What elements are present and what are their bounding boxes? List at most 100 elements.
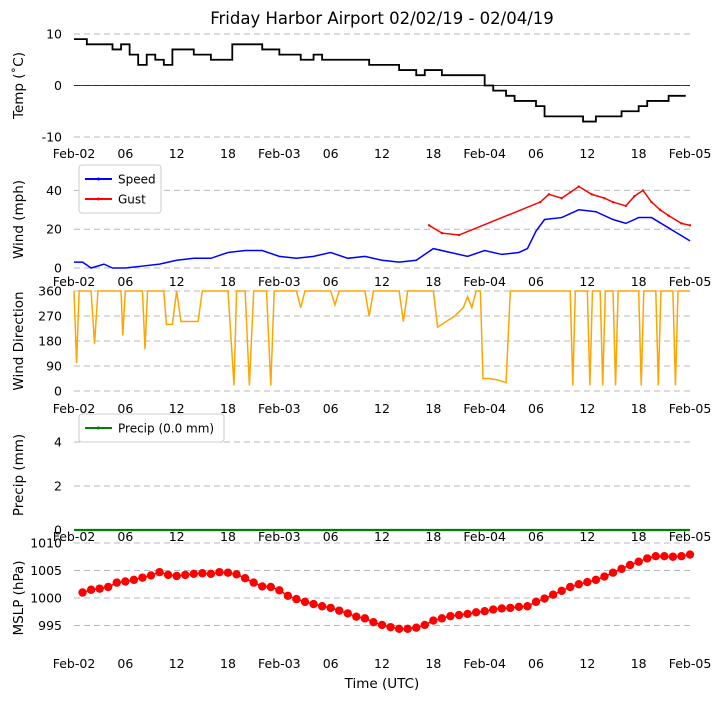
wind-x-tick-label: 18 xyxy=(631,274,647,289)
mslp-point xyxy=(591,575,601,585)
precip-x-tick-label: 18 xyxy=(425,529,441,544)
mslp-point xyxy=(326,603,335,613)
temp-x-tick-label: 18 xyxy=(220,146,236,161)
dir-y-tick-label: 90 xyxy=(46,359,62,374)
wind-legend-label: Gust xyxy=(118,193,146,207)
mslp-point xyxy=(352,612,361,621)
mslp-x-tick-label: 12 xyxy=(169,656,185,671)
temp-x-tick-label: Feb-03 xyxy=(258,146,301,161)
wind-x-tick-label: 06 xyxy=(528,274,544,289)
mslp-point xyxy=(309,599,318,609)
mslp-point xyxy=(412,623,421,632)
mslp-x-tick-label: 06 xyxy=(323,656,339,671)
precip-x-tick-label: 12 xyxy=(169,529,185,544)
mslp-point xyxy=(506,603,515,613)
precip-panel: 0 2 4 Precip (mm) Feb-02 06 12 18 Feb-03 06 12 18 Fe… xyxy=(11,413,712,544)
gust-point xyxy=(658,208,662,211)
wind-legend: Speed Gust xyxy=(78,164,162,214)
mslp-point xyxy=(206,569,216,578)
precip-x-tick-label: Feb-02 xyxy=(53,529,96,544)
dir-series-line xyxy=(73,290,690,386)
mslp-x-tick-label: 18 xyxy=(425,656,441,671)
mslp-point xyxy=(215,567,224,577)
mslp-point xyxy=(292,594,301,604)
dir-x-tick-label: 18 xyxy=(631,401,647,416)
mslp-point xyxy=(283,591,293,600)
precip-y-tick-label: 2 xyxy=(54,479,62,494)
mslp-point xyxy=(480,607,489,616)
precip-x-tick-label: 06 xyxy=(528,529,544,544)
mslp-series-line xyxy=(82,553,691,630)
wind-y-tick-label: 0 xyxy=(54,261,62,276)
mslp-point xyxy=(198,569,207,578)
speed-series-line xyxy=(74,209,691,269)
mslp-point xyxy=(685,550,695,559)
mslp-point xyxy=(112,578,121,587)
mslp-point xyxy=(471,608,481,617)
wind-panel: 0 20 40 Wind (mph) Feb-02 06 12 18 Feb-03 06 12 18 F… xyxy=(11,164,711,289)
wind-legend-label: Speed xyxy=(118,173,156,187)
mslp-x-tick-label: 06 xyxy=(528,656,544,671)
dir-x-tick-label: 12 xyxy=(579,401,595,416)
temp-x-tick-label: 18 xyxy=(425,146,441,161)
temp-x-tick-label: 18 xyxy=(631,146,647,161)
mslp-point xyxy=(129,575,139,585)
mslp-point xyxy=(335,606,344,615)
mslp-point xyxy=(343,609,352,618)
mslp-point xyxy=(86,585,96,594)
mslp-point xyxy=(548,590,558,599)
mslp-point xyxy=(566,582,575,592)
dir-y-tick-label: 0 xyxy=(54,384,62,399)
gust-point xyxy=(611,200,615,204)
dir-panel: 0 90 180 270 360 Wind Direction Feb-02 06 12 18 Fe… xyxy=(11,284,711,417)
mslp-point xyxy=(497,604,506,613)
wind-x-tick-label: 12 xyxy=(374,274,390,289)
mslp-y-tick-label: 995 xyxy=(38,618,62,633)
mslp-point xyxy=(420,620,429,630)
gust-point xyxy=(667,214,670,217)
wind-x-tick-label: 12 xyxy=(169,274,185,289)
mslp-point xyxy=(104,582,113,592)
mslp-point xyxy=(489,605,498,614)
chart-title: Friday Harbor Airport 02/02/19 - 02/04/1… xyxy=(210,9,554,28)
mslp-point xyxy=(155,567,164,577)
gust-point xyxy=(650,200,653,204)
mslp-point xyxy=(317,602,327,611)
panels: -10 0 10 Temp (˚C) Feb-02 06 12 18 Feb-03 06 12 18 F… xyxy=(10,27,711,672)
precip-x-tick-label: Feb-05 xyxy=(669,529,712,544)
temp-x-tick-label: Feb-02 xyxy=(53,146,96,161)
mslp-point xyxy=(463,609,472,619)
precip-y-axis-label: Precip (mm) xyxy=(11,434,27,516)
wind-y-tick-label: 40 xyxy=(46,183,62,198)
wind-x-tick-label: 18 xyxy=(220,274,236,289)
mslp-point xyxy=(181,570,190,580)
precip-y-tick-label: 4 xyxy=(54,435,62,450)
mslp-x-tick-label: 12 xyxy=(374,656,390,671)
dir-x-tick-label: 06 xyxy=(528,401,544,416)
dir-x-tick-label: 12 xyxy=(374,401,390,416)
precip-legend-label: Precip (0.0 mm) xyxy=(118,422,214,436)
dir-x-tick-label: 06 xyxy=(117,401,133,416)
mslp-point xyxy=(531,597,541,607)
temp-x-tick-label: 06 xyxy=(323,146,339,161)
mslp-x-tick-label: Feb-04 xyxy=(463,656,506,671)
temp-x-tick-label: 12 xyxy=(579,146,595,161)
precip-x-tick-label: 12 xyxy=(579,529,595,544)
wind-y-axis-label: Wind (mph) xyxy=(11,180,27,259)
dir-y-tick-label: 360 xyxy=(38,284,62,299)
gust-point xyxy=(590,193,593,196)
gust-point xyxy=(560,196,563,200)
precip-x-tick-label: 18 xyxy=(220,529,236,544)
mslp-point xyxy=(625,560,635,570)
mslp-point xyxy=(121,577,130,586)
gust-point xyxy=(569,191,572,194)
dir-y-tick-label: 270 xyxy=(38,309,62,324)
wind-x-tick-label: Feb-04 xyxy=(463,274,506,289)
mslp-point xyxy=(369,618,378,627)
mslp-point xyxy=(557,586,566,596)
wind-x-tick-label: 06 xyxy=(117,274,133,289)
gust-point xyxy=(633,195,636,198)
wind-legend-marker xyxy=(97,177,100,181)
